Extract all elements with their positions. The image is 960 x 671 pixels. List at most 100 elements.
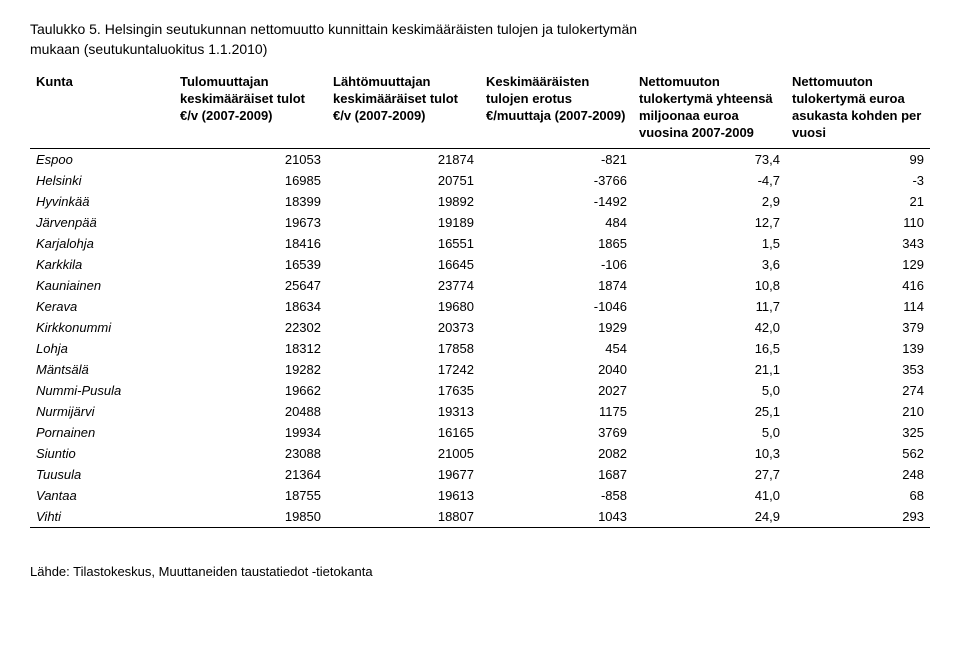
row-label: Karjalohja bbox=[30, 233, 174, 254]
table-row: Karjalohja184161655118651,5343 bbox=[30, 233, 930, 254]
row-value: 5,0 bbox=[633, 422, 786, 443]
row-value: 18399 bbox=[174, 191, 327, 212]
row-value: 1865 bbox=[480, 233, 633, 254]
row-value: 5,0 bbox=[633, 380, 786, 401]
row-value: 25,1 bbox=[633, 401, 786, 422]
row-label: Siuntio bbox=[30, 443, 174, 464]
row-value: 139 bbox=[786, 338, 930, 359]
col-header-5: Nettomuuton tulokertymä euroa asukasta k… bbox=[786, 71, 930, 148]
source-note: Lähde: Tilastokeskus, Muuttaneiden taust… bbox=[30, 564, 930, 579]
row-value: 23774 bbox=[327, 275, 480, 296]
row-value: 293 bbox=[786, 506, 930, 528]
row-label: Mäntsälä bbox=[30, 359, 174, 380]
row-value: 73,4 bbox=[633, 148, 786, 170]
row-value: 416 bbox=[786, 275, 930, 296]
row-value: 110 bbox=[786, 212, 930, 233]
table-row: Vihti1985018807104324,9293 bbox=[30, 506, 930, 528]
table-row: Vantaa1875519613-85841,068 bbox=[30, 485, 930, 506]
row-value: 1175 bbox=[480, 401, 633, 422]
row-value: 2082 bbox=[480, 443, 633, 464]
row-value: 21005 bbox=[327, 443, 480, 464]
row-value: 343 bbox=[786, 233, 930, 254]
row-value: 24,9 bbox=[633, 506, 786, 528]
row-value: 3,6 bbox=[633, 254, 786, 275]
row-value: 454 bbox=[480, 338, 633, 359]
data-table: Kunta Tulomuuttajan keskimääräiset tulot… bbox=[30, 71, 930, 528]
row-value: 12,7 bbox=[633, 212, 786, 233]
table-row: Kauniainen2564723774187410,8416 bbox=[30, 275, 930, 296]
row-value: 20488 bbox=[174, 401, 327, 422]
row-value: 22302 bbox=[174, 317, 327, 338]
row-value: 484 bbox=[480, 212, 633, 233]
table-row: Kerava1863419680-104611,7114 bbox=[30, 296, 930, 317]
row-value: 17858 bbox=[327, 338, 480, 359]
table-row: Nurmijärvi2048819313117525,1210 bbox=[30, 401, 930, 422]
row-value: 18807 bbox=[327, 506, 480, 528]
row-value: 19313 bbox=[327, 401, 480, 422]
row-value: 19850 bbox=[174, 506, 327, 528]
table-body: Espoo2105321874-82173,499Helsinki1698520… bbox=[30, 148, 930, 527]
table-row: Tuusula2136419677168727,7248 bbox=[30, 464, 930, 485]
row-value: 274 bbox=[786, 380, 930, 401]
row-label: Kirkkonummi bbox=[30, 317, 174, 338]
row-value: 10,8 bbox=[633, 275, 786, 296]
row-value: 2,9 bbox=[633, 191, 786, 212]
table-row: Nummi-Pusula196621763520275,0274 bbox=[30, 380, 930, 401]
row-label: Nurmijärvi bbox=[30, 401, 174, 422]
row-value: -858 bbox=[480, 485, 633, 506]
row-value: 18755 bbox=[174, 485, 327, 506]
row-value: 1687 bbox=[480, 464, 633, 485]
table-row: Espoo2105321874-82173,499 bbox=[30, 148, 930, 170]
row-value: 18416 bbox=[174, 233, 327, 254]
row-value: 21874 bbox=[327, 148, 480, 170]
row-value: 1,5 bbox=[633, 233, 786, 254]
table-row: Mäntsälä1928217242204021,1353 bbox=[30, 359, 930, 380]
row-value: 1929 bbox=[480, 317, 633, 338]
title-line-2: mukaan (seutukuntaluokitus 1.1.2010) bbox=[30, 41, 267, 57]
row-label: Järvenpää bbox=[30, 212, 174, 233]
row-value: 21053 bbox=[174, 148, 327, 170]
row-value: 2027 bbox=[480, 380, 633, 401]
row-label: Vantaa bbox=[30, 485, 174, 506]
row-value: 17635 bbox=[327, 380, 480, 401]
row-value: -1046 bbox=[480, 296, 633, 317]
row-value: -4,7 bbox=[633, 170, 786, 191]
row-value: 19613 bbox=[327, 485, 480, 506]
row-value: 248 bbox=[786, 464, 930, 485]
row-value: 68 bbox=[786, 485, 930, 506]
row-label: Nummi-Pusula bbox=[30, 380, 174, 401]
row-label: Lohja bbox=[30, 338, 174, 359]
row-label: Espoo bbox=[30, 148, 174, 170]
row-value: 18312 bbox=[174, 338, 327, 359]
row-value: 114 bbox=[786, 296, 930, 317]
row-value: 2040 bbox=[480, 359, 633, 380]
row-value: 10,3 bbox=[633, 443, 786, 464]
row-value: 19892 bbox=[327, 191, 480, 212]
row-value: 21 bbox=[786, 191, 930, 212]
row-value: 16539 bbox=[174, 254, 327, 275]
row-value: 353 bbox=[786, 359, 930, 380]
row-value: 20751 bbox=[327, 170, 480, 191]
row-value: 11,7 bbox=[633, 296, 786, 317]
row-value: 1043 bbox=[480, 506, 633, 528]
col-header-3: Keskimääräisten tulojen erotus €/muuttaj… bbox=[480, 71, 633, 148]
table-row: Pornainen199341616537695,0325 bbox=[30, 422, 930, 443]
row-value: 19934 bbox=[174, 422, 327, 443]
row-value: 41,0 bbox=[633, 485, 786, 506]
row-value: 16645 bbox=[327, 254, 480, 275]
row-label: Pornainen bbox=[30, 422, 174, 443]
row-value: 16985 bbox=[174, 170, 327, 191]
row-value: 16165 bbox=[327, 422, 480, 443]
row-value: -3766 bbox=[480, 170, 633, 191]
row-value: 25647 bbox=[174, 275, 327, 296]
row-value: 325 bbox=[786, 422, 930, 443]
row-value: 19282 bbox=[174, 359, 327, 380]
table-row: Hyvinkää1839919892-14922,921 bbox=[30, 191, 930, 212]
table-title: Taulukko 5. Helsingin seutukunnan nettom… bbox=[30, 20, 930, 59]
row-value: 99 bbox=[786, 148, 930, 170]
row-value: 129 bbox=[786, 254, 930, 275]
row-value: 21364 bbox=[174, 464, 327, 485]
row-label: Kerava bbox=[30, 296, 174, 317]
header-row: Kunta Tulomuuttajan keskimääräiset tulot… bbox=[30, 71, 930, 148]
row-value: -1492 bbox=[480, 191, 633, 212]
